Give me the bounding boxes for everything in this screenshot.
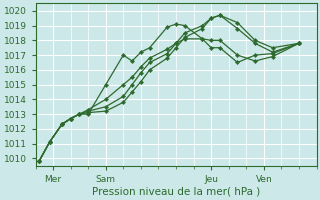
X-axis label: Pression niveau de la mer( hPa ): Pression niveau de la mer( hPa ) <box>92 187 260 197</box>
